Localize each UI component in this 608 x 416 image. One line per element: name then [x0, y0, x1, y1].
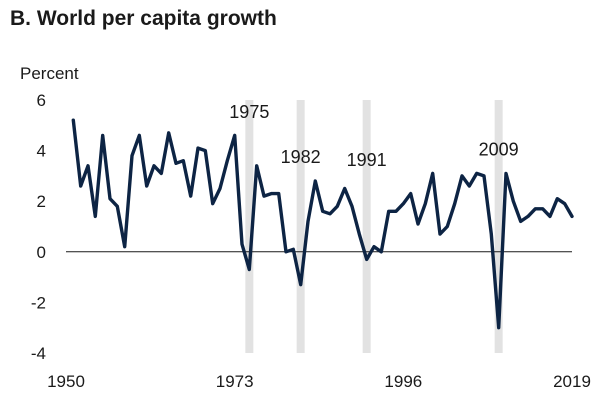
- y-tick-label: 2: [37, 192, 46, 211]
- recession-annotations: 1975 1982 1991 2009: [229, 102, 518, 170]
- y-tick-label: -4: [31, 344, 46, 363]
- x-tick-label: 1950: [47, 372, 85, 391]
- y-axis-label: Percent: [20, 64, 79, 83]
- recession-band-1975: [245, 100, 254, 353]
- x-tick-labels: 1950 1973 1996 2019: [47, 372, 591, 391]
- annotation-1982: 1982: [281, 147, 321, 167]
- recession-band-1991: [362, 100, 371, 353]
- y-tick-label: 4: [37, 142, 46, 161]
- recession-band-1982: [296, 100, 305, 353]
- recession-band-2009: [494, 100, 503, 353]
- y-tick-label: 6: [37, 91, 46, 110]
- annotation-1991: 1991: [347, 150, 387, 170]
- recession-bands: [245, 100, 503, 353]
- y-tick-label: -2: [31, 293, 46, 312]
- y-tick-labels: -4 -2 0 2 4 6: [31, 91, 46, 363]
- x-tick-label: 1996: [384, 372, 422, 391]
- x-tick-label: 1973: [216, 372, 254, 391]
- y-tick-label: 0: [37, 243, 46, 262]
- annotation-1975: 1975: [229, 102, 269, 122]
- annotation-2009: 2009: [479, 139, 519, 159]
- chart-title: B. World per capita growth: [10, 7, 277, 30]
- x-tick-label: 2019: [553, 372, 591, 391]
- series-line-world-growth: [71, 118, 574, 330]
